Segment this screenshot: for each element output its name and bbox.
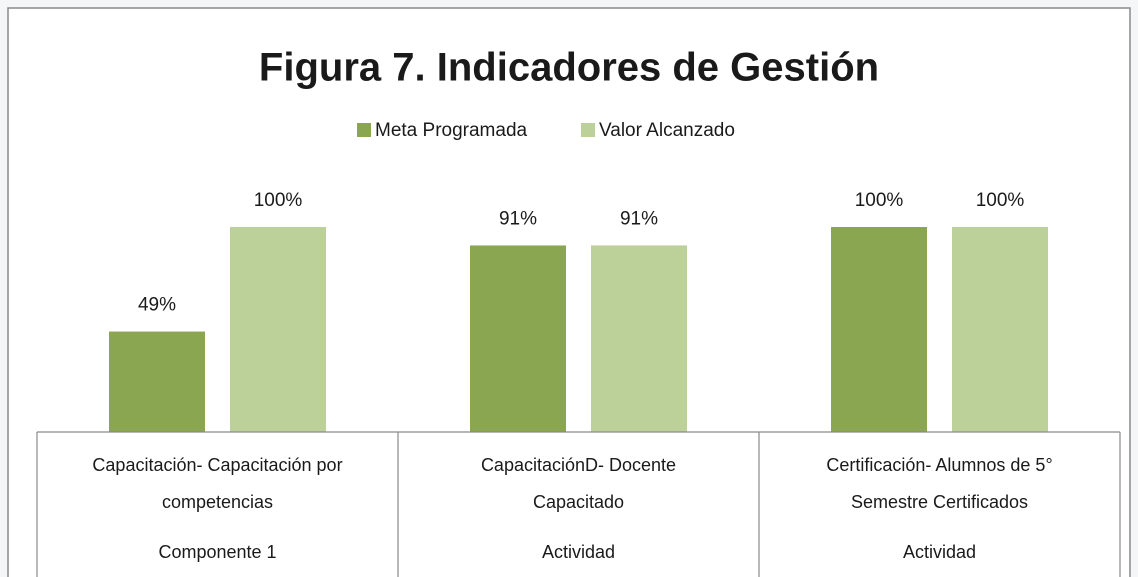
category-label: CapacitaciónD- Docente Capacitado <box>480 455 677 512</box>
group-label: Componente 1 <box>158 542 277 562</box>
bar <box>470 245 566 432</box>
bar <box>109 331 205 432</box>
value-label: 91% <box>499 208 537 229</box>
legend-label: Valor Alcanzado <box>599 120 735 141</box>
value-label: 100% <box>976 190 1025 211</box>
chart-frame <box>7 7 1131 577</box>
chart-title: Figura 7. Indicadores de Gestión <box>259 46 879 90</box>
legend-label: Meta Programada <box>375 120 528 141</box>
value-label: 100% <box>254 190 303 211</box>
bar <box>831 227 927 432</box>
value-label: 91% <box>620 208 658 229</box>
bar <box>230 227 326 432</box>
legend-swatch <box>581 123 595 137</box>
group-label: Actividad <box>902 542 977 562</box>
value-label: 100% <box>855 190 904 211</box>
bar <box>591 245 687 432</box>
category-label: Capacitación- Capacitación por competenc… <box>92 455 343 512</box>
legend-swatch <box>357 123 371 137</box>
value-label: 49% <box>138 295 176 316</box>
bar <box>952 227 1048 432</box>
category-label: Certificación- Alumnos de 5° Semestre Ce… <box>826 455 1053 512</box>
group-label: Actividad <box>541 542 616 562</box>
